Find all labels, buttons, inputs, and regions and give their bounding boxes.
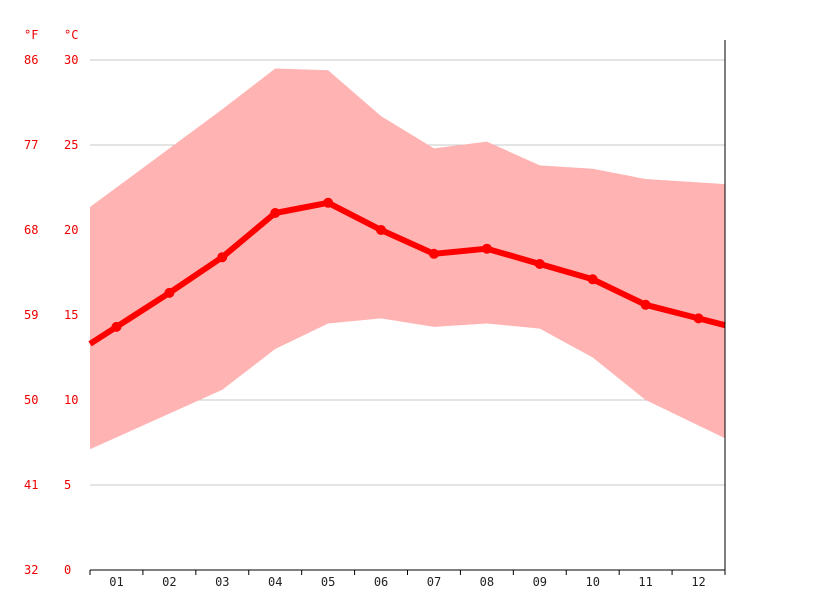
data-point xyxy=(428,248,439,259)
y-tick-label-celsius: 20 xyxy=(64,223,78,237)
y-tick-label-celsius: 5 xyxy=(64,478,71,492)
data-point xyxy=(640,299,651,310)
y-tick-label-celsius: 25 xyxy=(64,138,78,152)
y-tick-label-fahrenheit: 50 xyxy=(24,393,38,407)
x-tick-label: 08 xyxy=(480,575,494,589)
y-tick-label-celsius: 30 xyxy=(64,53,78,67)
y-tick-label-fahrenheit: 32 xyxy=(24,563,38,577)
data-point xyxy=(323,197,334,208)
x-tick-label: 02 xyxy=(162,575,176,589)
x-tick-label: 05 xyxy=(321,575,335,589)
range-band-area xyxy=(90,68,725,450)
x-tick-label: 09 xyxy=(533,575,547,589)
y-tick-label-fahrenheit: 68 xyxy=(24,223,38,237)
data-point xyxy=(376,225,387,235)
average-temperature-series xyxy=(88,197,726,347)
x-tick-label: 10 xyxy=(585,575,599,589)
y-tick-label-fahrenheit: 41 xyxy=(24,478,38,492)
x-tick-label: 12 xyxy=(691,575,705,589)
x-tick-label: 01 xyxy=(109,575,123,589)
data-point xyxy=(534,259,545,269)
y-tick-label-celsius: 0 xyxy=(64,563,71,577)
x-tick-label: 07 xyxy=(427,575,441,589)
x-tick-labels: 01 02 03 04 05 06 07 08 09 10 11 12 xyxy=(109,575,706,589)
data-point xyxy=(217,252,228,263)
x-tick-label: 04 xyxy=(268,575,282,589)
y-tick-label-fahrenheit: 86 xyxy=(24,53,38,67)
data-point xyxy=(693,313,704,324)
axes xyxy=(89,40,726,575)
data-point xyxy=(164,287,175,298)
y-tick-label-celsius: 15 xyxy=(64,308,78,322)
data-point xyxy=(270,208,281,218)
x-tick-label: 06 xyxy=(374,575,388,589)
y-tick-label-celsius: 10 xyxy=(64,393,78,407)
unit-label-celsius: °C xyxy=(64,28,78,42)
y-tick-label-fahrenheit: 59 xyxy=(24,308,38,322)
data-point xyxy=(481,243,492,254)
data-point xyxy=(587,274,598,285)
data-point xyxy=(111,321,122,332)
y-tick-label-fahrenheit: 77 xyxy=(24,138,38,152)
x-tick-label: 11 xyxy=(638,575,652,589)
x-tick-label: 03 xyxy=(215,575,229,589)
y-tick-labels: 0 32 5 41 10 50 15 59 20 68 25 77 30 86 xyxy=(24,53,78,577)
unit-label-fahrenheit: °F xyxy=(24,28,38,42)
temperature-range-band xyxy=(90,68,725,450)
series-line xyxy=(88,199,726,347)
